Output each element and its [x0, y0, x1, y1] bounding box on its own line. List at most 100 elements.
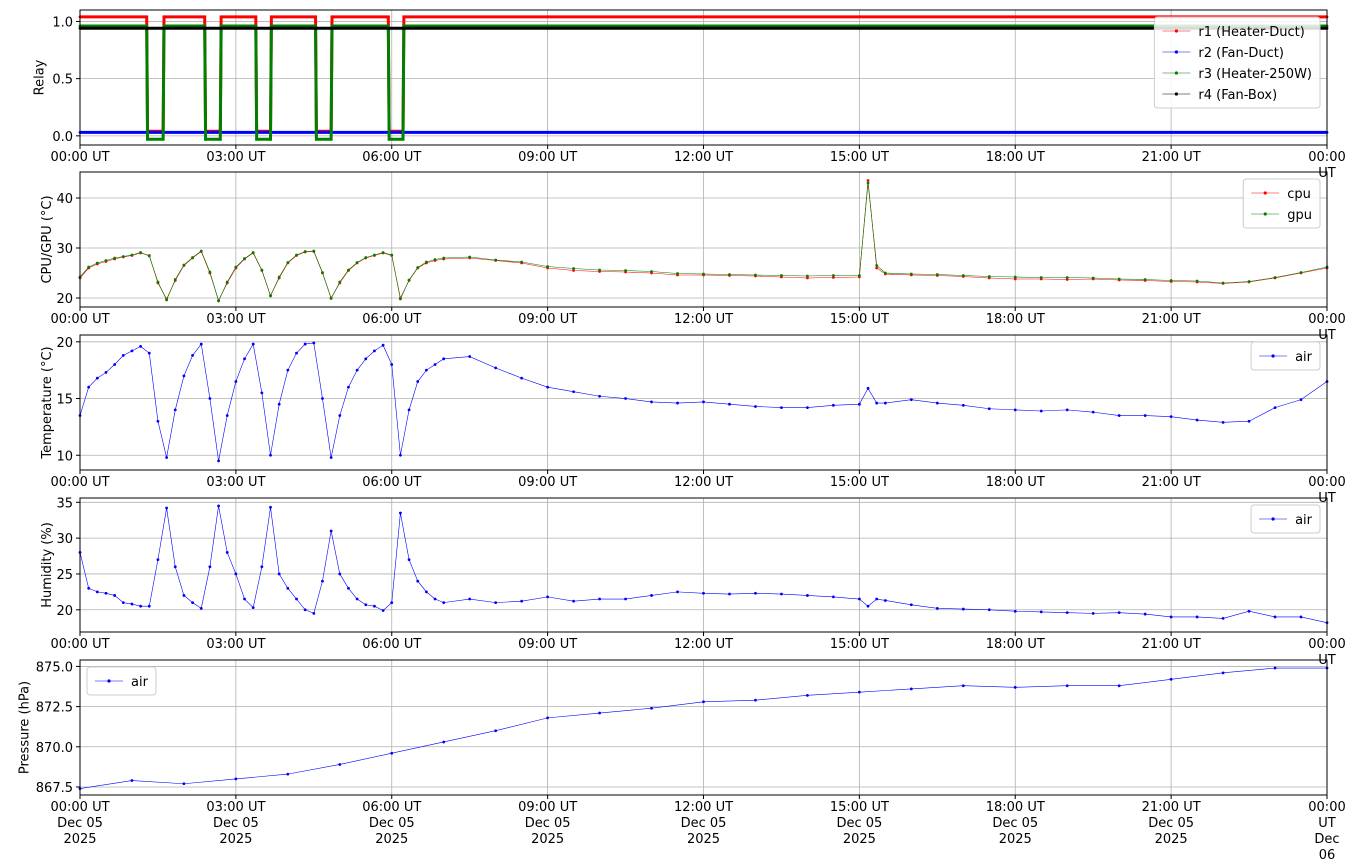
data-point	[935, 401, 939, 405]
data-point	[468, 355, 472, 358]
data-point	[1273, 276, 1277, 279]
data-point	[269, 453, 272, 457]
data-point	[162, 15, 166, 19]
data-point	[402, 26, 406, 30]
x-tick-label: 15:00 UT	[829, 637, 889, 652]
axes-frame	[79, 171, 1328, 308]
x-tick-label: 15:00 UT	[829, 312, 889, 327]
data-point	[728, 273, 731, 276]
data-point	[407, 278, 411, 282]
data-point	[364, 603, 368, 607]
data-point	[961, 607, 965, 611]
data-point	[1273, 615, 1277, 619]
data-point	[1039, 409, 1043, 413]
data-point	[364, 357, 368, 361]
data-point	[338, 572, 342, 576]
data-point	[277, 402, 281, 406]
data-point	[433, 258, 437, 261]
legend-marker	[107, 679, 111, 683]
data-point	[255, 26, 259, 30]
data-point	[277, 572, 281, 576]
data-point	[381, 343, 385, 347]
legend-label: cpu	[1287, 187, 1311, 202]
data-point	[494, 258, 498, 262]
data-point	[204, 26, 207, 30]
legend-label: r2 (Fan-Duct)	[1198, 46, 1284, 61]
data-point	[162, 26, 166, 30]
data-point	[1273, 666, 1277, 670]
data-point	[347, 586, 350, 590]
y-tick-label: 20	[56, 292, 73, 307]
data-point	[225, 280, 229, 284]
x-tick-label: 21:00 UT	[1141, 312, 1201, 327]
data-point	[424, 368, 428, 372]
data-point	[139, 344, 143, 348]
data-point	[321, 397, 324, 400]
data-point	[255, 137, 259, 141]
legend-marker	[1174, 29, 1178, 33]
data-point	[1065, 611, 1069, 615]
x-tick-label: 09:00 UT	[518, 312, 578, 327]
data-point	[883, 401, 887, 405]
data-point	[321, 579, 324, 583]
data-point	[146, 137, 149, 141]
data-point	[355, 597, 359, 601]
data-point	[234, 572, 238, 576]
legend-marker	[1271, 517, 1275, 521]
data-point	[831, 274, 835, 277]
data-point	[416, 579, 420, 583]
data-point	[269, 26, 273, 30]
data-point	[217, 299, 220, 303]
x-tick-label: 00:00 UT	[1308, 637, 1346, 668]
data-point	[390, 751, 394, 755]
data-point	[199, 606, 203, 610]
data-point	[1065, 684, 1069, 688]
data-point	[145, 15, 149, 19]
legend-marker	[1271, 354, 1275, 358]
data-point	[373, 253, 376, 257]
data-point	[433, 597, 437, 601]
data-point	[1065, 278, 1069, 281]
legend-label: air	[131, 675, 149, 690]
data-point	[295, 253, 298, 257]
data-point	[121, 354, 125, 357]
data-point	[598, 268, 601, 272]
data-point	[329, 529, 333, 533]
data-point	[866, 181, 870, 185]
data-point	[546, 595, 550, 599]
x-tick-label: 15:00 UT	[829, 475, 889, 490]
y-tick-label: 20	[56, 604, 73, 619]
data-point	[146, 26, 149, 30]
data-point	[251, 251, 255, 254]
data-point	[1091, 410, 1095, 414]
data-point	[1143, 612, 1147, 616]
data-point	[373, 349, 376, 353]
data-point	[702, 700, 705, 704]
data-point	[338, 414, 342, 417]
data-point	[312, 341, 316, 345]
legend: air	[86, 666, 157, 696]
data-point	[130, 602, 134, 606]
x-tick-label: 00:00 UT	[50, 150, 110, 165]
data-point	[468, 255, 472, 259]
data-point	[364, 256, 368, 259]
data-point	[208, 270, 212, 274]
data-point	[494, 366, 498, 370]
data-point	[156, 419, 160, 423]
data-point	[203, 24, 207, 28]
x-tick-label: 03:00 UT	[206, 637, 266, 652]
data-point	[598, 711, 601, 715]
data-point	[1039, 276, 1043, 279]
data-point	[1013, 275, 1017, 279]
data-point	[173, 408, 177, 412]
y-tick-label: 25	[56, 568, 73, 583]
data-point	[676, 590, 679, 594]
data-point	[1195, 418, 1199, 422]
legend: cpu gpu	[1242, 178, 1321, 229]
x-tick-label: 06:00 UT	[362, 150, 422, 165]
data-point	[130, 779, 134, 782]
data-point	[387, 137, 391, 141]
legend-label: gpu	[1287, 208, 1312, 223]
y-axis-label: Humidity (%)	[40, 522, 55, 608]
x-tick-label: 03:00 UT Dec 05 2025	[206, 800, 266, 847]
